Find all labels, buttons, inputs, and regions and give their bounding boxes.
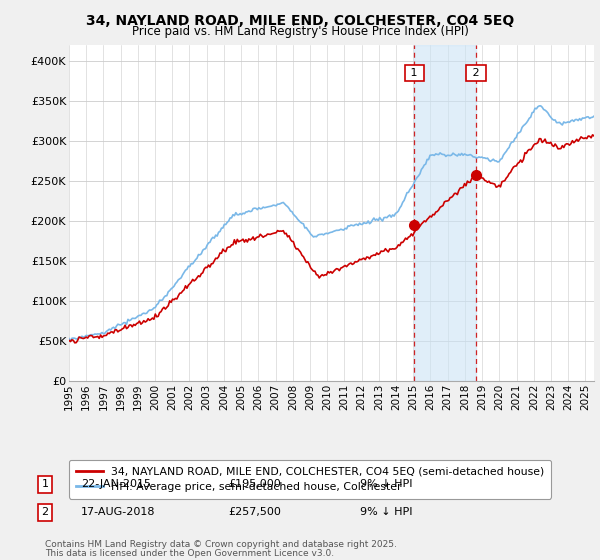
Text: 1: 1: [407, 68, 421, 78]
Text: Price paid vs. HM Land Registry's House Price Index (HPI): Price paid vs. HM Land Registry's House …: [131, 25, 469, 38]
Text: 9% ↓ HPI: 9% ↓ HPI: [360, 479, 413, 489]
Text: 17-AUG-2018: 17-AUG-2018: [81, 507, 155, 517]
Bar: [414, 45, 476, 381]
Text: 22-JAN-2015: 22-JAN-2015: [81, 479, 151, 489]
Text: Contains HM Land Registry data © Crown copyright and database right 2025.: Contains HM Land Registry data © Crown c…: [45, 540, 397, 549]
Text: 9% ↓ HPI: 9% ↓ HPI: [360, 507, 413, 517]
Text: £257,500: £257,500: [228, 507, 281, 517]
Text: £195,000: £195,000: [228, 479, 281, 489]
Legend: 34, NAYLAND ROAD, MILE END, COLCHESTER, CO4 5EQ (semi-detached house), HPI: Aver: 34, NAYLAND ROAD, MILE END, COLCHESTER, …: [69, 460, 551, 498]
Text: 2: 2: [469, 68, 483, 78]
Text: 34, NAYLAND ROAD, MILE END, COLCHESTER, CO4 5EQ: 34, NAYLAND ROAD, MILE END, COLCHESTER, …: [86, 14, 514, 28]
Text: 1: 1: [41, 479, 49, 489]
Text: 2: 2: [41, 507, 49, 517]
Text: This data is licensed under the Open Government Licence v3.0.: This data is licensed under the Open Gov…: [45, 549, 334, 558]
